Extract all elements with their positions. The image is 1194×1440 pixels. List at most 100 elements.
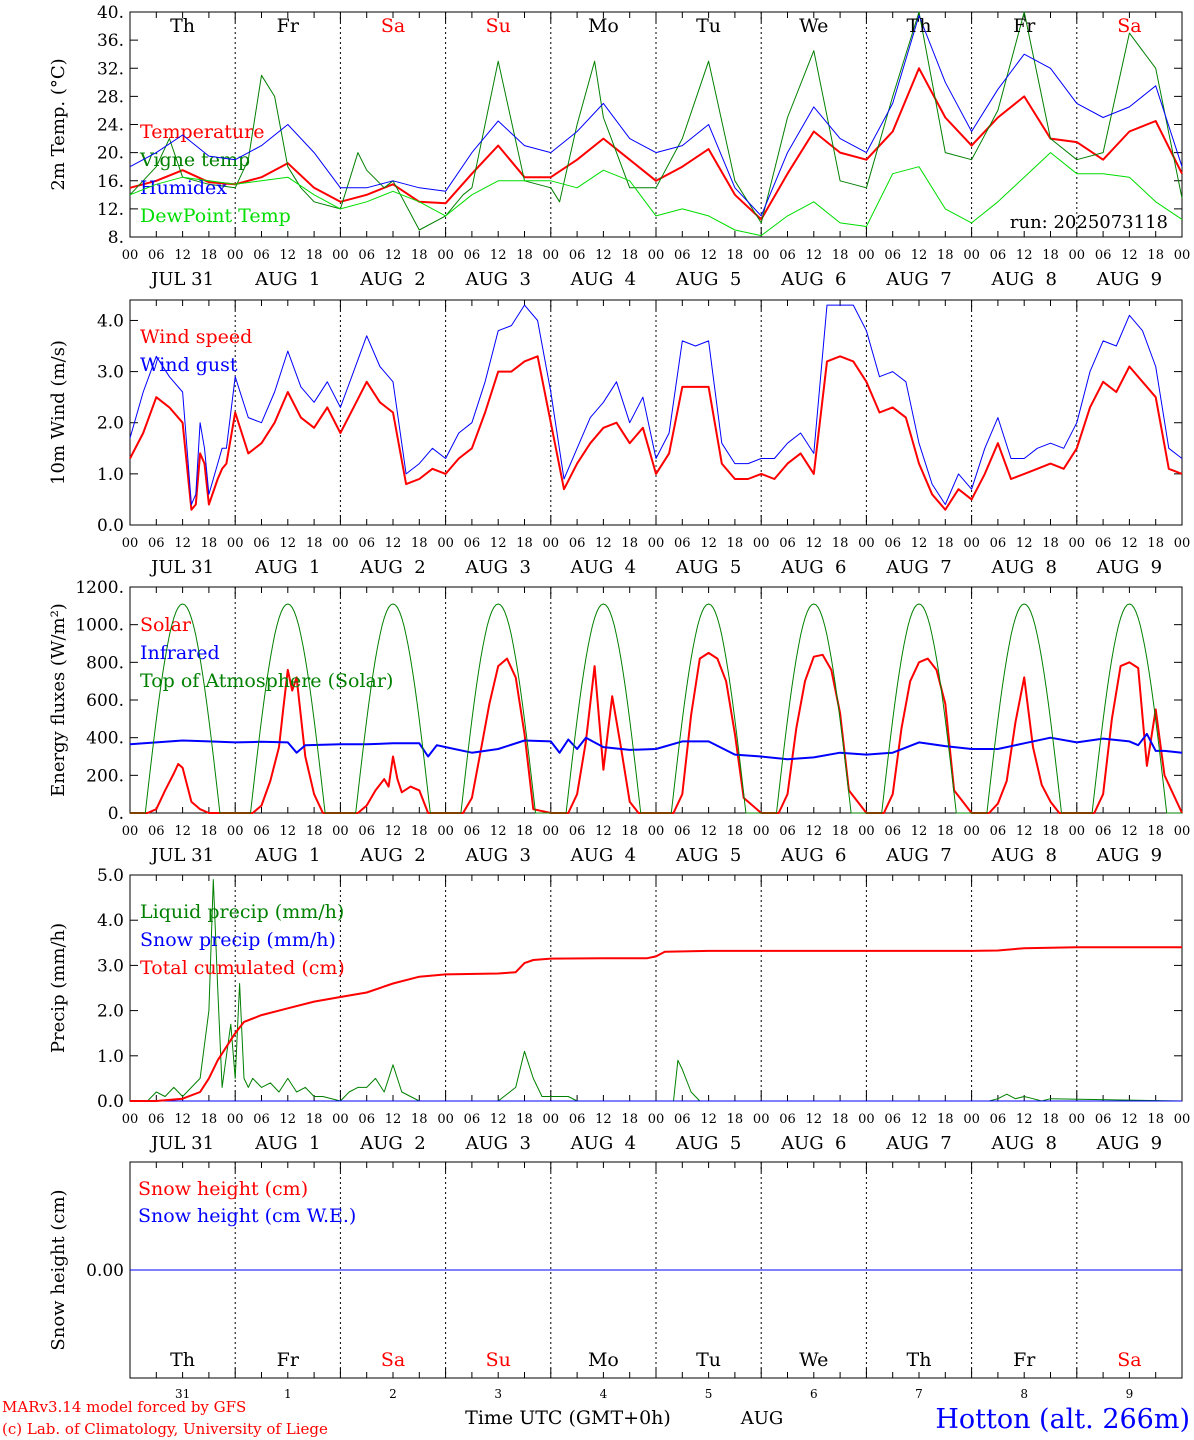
hour-tick-label: 06 — [779, 824, 796, 839]
hour-tick-label: 12 — [174, 536, 191, 551]
date-label: AUG 6 — [780, 1133, 846, 1154]
hour-tick-label: 00 — [227, 248, 244, 263]
hour-tick-label: 18 — [1147, 1112, 1164, 1127]
hour-tick-label: 06 — [674, 536, 691, 551]
date-label: AUG 7 — [885, 845, 951, 866]
panel-energy: 0. 200. 400. 600. 800. 1000. 1200. Energy fluxe… — [48, 578, 1190, 866]
hour-tick-label: 12 — [1121, 1112, 1138, 1127]
hour-tick-label: 06 — [253, 536, 270, 551]
panel-wind: 0.0 1.0 2.0 3.0 4.0 10m Wind (m/s) Wind speed W… — [48, 299, 1190, 578]
hour-tick-label: 12 — [280, 824, 297, 839]
date-label: AUG 2 — [359, 269, 425, 290]
y-tick-label: 20. — [97, 144, 124, 164]
hour-tick-label: 06 — [779, 1112, 796, 1127]
series-line-humidex — [129, 15, 1183, 217]
hour-tick-label: 12 — [490, 536, 507, 551]
hour-tick-label: 18 — [1042, 536, 1059, 551]
hour-tick-label: 18 — [516, 536, 533, 551]
hour-tick-label: 06 — [148, 824, 165, 839]
hour-tick-label: 00 — [963, 1112, 980, 1127]
hour-tick-label: 12 — [806, 536, 823, 551]
series-line-total-cumulated-cm- — [130, 946, 1182, 1102]
hour-tick-label: 12 — [1016, 248, 1033, 263]
weekday-label: Sa — [381, 1349, 405, 1371]
hour-tick-label: 06 — [1095, 1112, 1112, 1127]
weekday-label: Sa — [1117, 15, 1141, 37]
date-label: AUG 8 — [990, 1133, 1056, 1154]
hour-tick-label: 00 — [648, 1112, 665, 1127]
hour-tick-label: 12 — [385, 248, 402, 263]
hour-tick-label: 18 — [1147, 248, 1164, 263]
day-number-label: 5 — [705, 1387, 713, 1401]
hour-tick-label: 12 — [490, 1112, 507, 1127]
hour-tick-label: 00 — [648, 824, 665, 839]
series-line-temperature — [129, 67, 1183, 221]
date-label: AUG 4 — [570, 557, 636, 578]
date-label: AUG 9 — [1096, 845, 1162, 866]
date-label: AUG 1 — [254, 1133, 320, 1154]
weekday-label: Fr — [277, 15, 300, 37]
hour-tick-label: 18 — [306, 1112, 323, 1127]
y-tick-label: 12. — [97, 200, 124, 220]
hour-tick-label: 00 — [227, 536, 244, 551]
hour-tick-label: 06 — [569, 824, 586, 839]
hour-tick-label: 18 — [621, 248, 638, 263]
hour-tick-label: 18 — [727, 536, 744, 551]
hour-tick-label: 00 — [1069, 824, 1086, 839]
date-label: AUG 1 — [254, 845, 320, 866]
date-label: AUG 3 — [464, 1133, 530, 1154]
hour-tick-label: 12 — [911, 248, 928, 263]
hour-tick-label: 00 — [1174, 248, 1191, 263]
day-number-label: 31 — [175, 1387, 190, 1401]
hour-tick-label: 12 — [806, 824, 823, 839]
hour-tick-label: 12 — [700, 248, 717, 263]
hour-tick-label: 06 — [1095, 536, 1112, 551]
hour-tick-label: 06 — [779, 248, 796, 263]
hour-tick-label: 06 — [148, 536, 165, 551]
hour-tick-label: 06 — [569, 248, 586, 263]
hour-tick-label: 18 — [727, 248, 744, 263]
weekday-label: Fr — [1013, 1349, 1036, 1371]
hour-tick-label: 00 — [543, 1112, 560, 1127]
hour-tick-label: 18 — [621, 824, 638, 839]
hour-tick-label: 12 — [385, 1112, 402, 1127]
legend-entry: Snow precip (mm/h) — [140, 929, 336, 951]
series-line-wind-gust — [129, 304, 1183, 505]
series-line-infrared — [129, 732, 1183, 761]
hour-tick-label: 06 — [569, 1112, 586, 1127]
date-label: AUG 6 — [780, 269, 846, 290]
date-label: AUG 6 — [780, 557, 846, 578]
y-tick-label: 2.0 — [97, 1002, 124, 1022]
date-label: AUG 4 — [570, 1133, 636, 1154]
hour-tick-label: 12 — [280, 248, 297, 263]
hour-tick-label: 18 — [306, 536, 323, 551]
hour-tick-label: 12 — [700, 1112, 717, 1127]
date-label: AUG 4 — [570, 845, 636, 866]
hour-tick-label: 06 — [990, 1112, 1007, 1127]
hour-tick-label: 18 — [832, 536, 849, 551]
date-label: AUG 5 — [675, 557, 741, 578]
hour-tick-label: 18 — [832, 824, 849, 839]
y-tick-label: 400. — [86, 729, 124, 749]
hour-tick-label: 00 — [1069, 248, 1086, 263]
date-label: AUG 3 — [464, 845, 530, 866]
weekday-label: Mo — [588, 15, 619, 37]
weekday-label: We — [799, 1349, 828, 1371]
station-name: Hotton (alt. 266m) — [935, 1404, 1190, 1435]
hour-tick-label: 00 — [543, 248, 560, 263]
date-label: AUG 7 — [885, 557, 951, 578]
hour-tick-label: 00 — [437, 536, 454, 551]
hour-tick-label: 12 — [280, 536, 297, 551]
hour-tick-label: 06 — [779, 536, 796, 551]
hour-tick-label: 18 — [306, 824, 323, 839]
hour-tick-label: 00 — [437, 824, 454, 839]
date-label: AUG 8 — [990, 557, 1056, 578]
y-tick-label: 1.0 — [97, 465, 124, 485]
hour-tick-label: 18 — [201, 536, 218, 551]
date-label: JUL 31 — [149, 269, 214, 290]
hour-tick-label: 00 — [437, 1112, 454, 1127]
hour-tick-label: 06 — [253, 248, 270, 263]
hour-tick-label: 12 — [490, 248, 507, 263]
hour-tick-label: 12 — [700, 536, 717, 551]
hour-tick-label: 00 — [858, 824, 875, 839]
